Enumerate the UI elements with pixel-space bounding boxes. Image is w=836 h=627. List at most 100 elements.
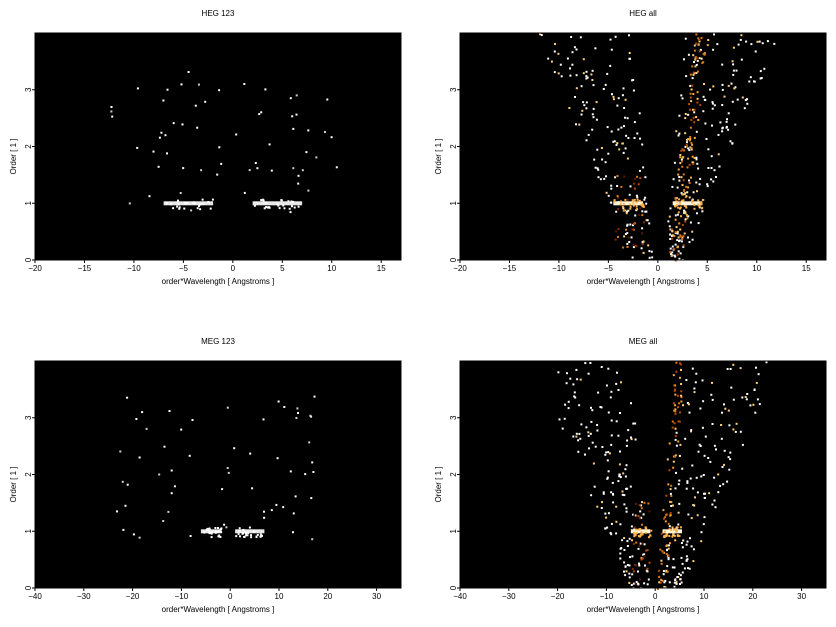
pixel-mark	[294, 495, 297, 498]
pixel-mark	[635, 194, 638, 197]
pixel-mark	[711, 107, 714, 110]
pixel-mark	[189, 535, 192, 537]
pixel-mark	[708, 492, 711, 495]
pixel-mark	[698, 443, 701, 446]
pixel-mark	[690, 517, 693, 520]
pixel-mark	[219, 528, 222, 531]
pixel-mark	[243, 191, 246, 194]
pixel-mark	[176, 205, 179, 208]
pixel-mark	[683, 567, 686, 570]
pixel-mark	[202, 202, 205, 205]
pixel-mark	[665, 533, 668, 535]
pixel-mark	[220, 527, 223, 530]
pixel-mark	[703, 98, 706, 101]
pixel-mark	[697, 37, 700, 40]
pixel-mark	[603, 177, 606, 180]
pixel-mark	[632, 202, 635, 205]
x-tick-label: 30	[372, 592, 381, 601]
pixel-mark	[600, 147, 603, 149]
pixel-mark	[703, 516, 706, 519]
pixel-mark	[754, 50, 757, 53]
pixel-mark	[644, 210, 647, 213]
pixel-mark	[623, 235, 626, 238]
pixel-mark	[684, 437, 687, 440]
pixel-mark	[628, 52, 631, 54]
pixel-mark	[680, 176, 683, 179]
pixel-mark	[669, 492, 672, 495]
pixel-mark	[634, 187, 636, 190]
pixel-mark	[610, 48, 613, 51]
pixel-mark	[759, 70, 762, 73]
pixel-mark	[635, 581, 638, 584]
pixel-mark	[564, 403, 567, 406]
pixel-mark	[595, 101, 598, 104]
pixel-mark	[617, 389, 620, 391]
pixel-mark	[693, 207, 696, 210]
pixel-mark	[683, 189, 686, 191]
pixel-mark	[713, 33, 715, 36]
pixel-mark	[723, 449, 726, 452]
pixel-mark	[590, 406, 592, 409]
pixel-mark	[678, 132, 681, 135]
pixel-mark	[680, 368, 682, 371]
y-tick-label: 2	[449, 144, 458, 149]
pixel-mark	[691, 367, 694, 370]
pixel-mark	[292, 200, 295, 203]
pixel-mark	[606, 476, 609, 479]
pixel-mark	[662, 509, 665, 512]
pixel-mark	[732, 46, 735, 49]
pixel-mark	[607, 194, 610, 197]
pixel-mark	[658, 569, 660, 572]
pixel-mark	[666, 565, 669, 568]
pixel-mark	[717, 133, 720, 136]
pixel-mark	[605, 516, 608, 519]
pixel-mark	[674, 438, 677, 441]
pixel-mark	[292, 167, 295, 170]
pixel-mark	[697, 222, 700, 225]
pixel-mark	[615, 210, 618, 213]
pixel-mark	[672, 374, 675, 377]
pixel-mark	[711, 124, 713, 127]
pixel-mark	[704, 435, 707, 438]
pixel-mark	[712, 85, 715, 88]
pixel-mark	[270, 169, 273, 172]
pixel-mark	[685, 185, 688, 188]
pixel-mark	[178, 207, 181, 210]
pixel-mark	[179, 192, 182, 194]
pixel-mark	[126, 396, 129, 399]
pixel-mark	[695, 476, 698, 479]
pixel-mark	[645, 219, 648, 222]
pixel-mark	[687, 215, 690, 218]
pixel-mark	[667, 555, 670, 557]
x-axis-label: order*Wavelength [ Angstroms ]	[162, 277, 275, 286]
pixel-mark	[698, 204, 701, 207]
pixel-mark	[698, 57, 701, 60]
pixel-mark	[602, 88, 605, 90]
pixel-mark	[679, 363, 682, 366]
pixel-mark	[698, 183, 701, 186]
pixel-mark	[732, 398, 735, 401]
pixel-mark	[679, 228, 682, 231]
pixel-mark	[682, 179, 685, 182]
pixel-mark	[162, 99, 165, 102]
pixel-mark	[122, 528, 125, 531]
pixel-mark	[648, 222, 651, 225]
pixel-mark	[678, 420, 681, 423]
pixel-mark	[167, 510, 170, 513]
pixel-mark	[691, 155, 694, 158]
pixel-mark	[734, 430, 737, 433]
pixel-mark	[674, 528, 677, 530]
pixel-mark	[592, 462, 595, 465]
pixel-mark	[634, 583, 637, 585]
pixel-mark	[674, 454, 677, 457]
pixel-mark	[570, 36, 573, 38]
pixel-mark	[680, 149, 683, 152]
pixel-mark	[670, 484, 673, 487]
pixel-mark	[669, 511, 672, 514]
pixel-mark	[572, 383, 575, 386]
pixel-mark	[158, 136, 161, 139]
pixel-mark	[614, 35, 617, 38]
pixel-mark	[721, 88, 724, 91]
pixel-mark	[619, 476, 622, 479]
pixel-mark	[553, 50, 556, 53]
